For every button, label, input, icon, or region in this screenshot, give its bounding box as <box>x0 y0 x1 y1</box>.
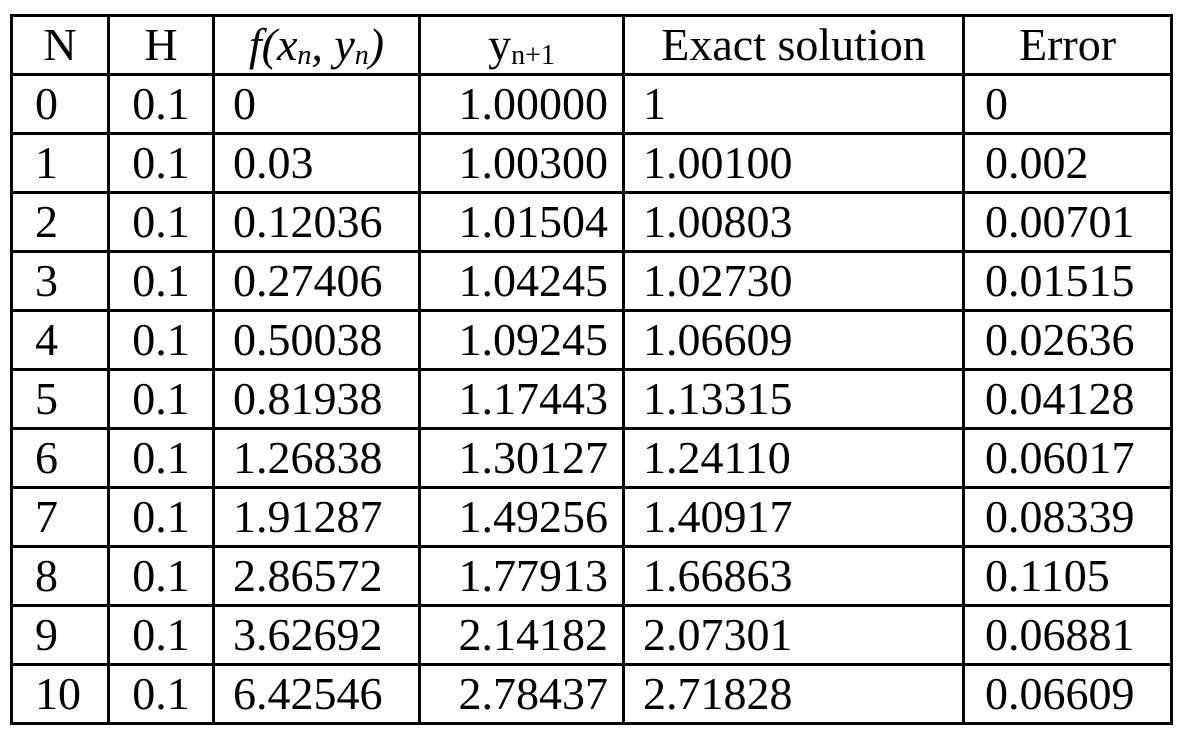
cell-error: 0.06609 <box>962 663 1173 725</box>
table-row: 9 0.1 3.62692 2.14182 2.07301 0.06881 <box>10 604 1173 666</box>
cell-error: 0.00701 <box>962 191 1173 253</box>
cell-error: 0.1105 <box>962 545 1173 607</box>
table-row: 2 0.1 0.12036 1.01504 1.00803 0.00701 <box>10 191 1173 253</box>
cell-f: 6.42546 <box>212 663 421 725</box>
cell-f: 0.12036 <box>212 191 421 253</box>
cell-error: 0.002 <box>962 132 1173 194</box>
cell-y-next: 2.14182 <box>418 604 625 666</box>
table-row: 3 0.1 0.27406 1.04245 1.02730 0.01515 <box>10 250 1173 312</box>
cell-h: 0.1 <box>107 73 215 135</box>
cell-h: 0.1 <box>107 368 215 430</box>
header-f: f(xn, yn) <box>212 14 421 76</box>
cell-exact: 1.24110 <box>622 427 965 489</box>
cell-h: 0.1 <box>107 604 215 666</box>
cell-error: 0.02636 <box>962 309 1173 371</box>
cell-n: 0 <box>10 73 110 135</box>
cell-f: 0 <box>212 73 421 135</box>
cell-y-next: 1.30127 <box>418 427 625 489</box>
cell-error: 0.04128 <box>962 368 1173 430</box>
header-h: H <box>107 14 215 76</box>
cell-exact: 2.07301 <box>622 604 965 666</box>
cell-y-next: 1.01504 <box>418 191 625 253</box>
cell-y-next: 1.09245 <box>418 309 625 371</box>
cell-error: 0.06017 <box>962 427 1173 489</box>
cell-f: 0.27406 <box>212 250 421 312</box>
header-y-next: yn+1 <box>418 14 625 76</box>
cell-exact: 1 <box>622 73 965 135</box>
table-row: 6 0.1 1.26838 1.30127 1.24110 0.06017 <box>10 427 1173 489</box>
cell-h: 0.1 <box>107 309 215 371</box>
cell-n: 2 <box>10 191 110 253</box>
cell-error: 0.08339 <box>962 486 1173 548</box>
cell-y-next: 1.17443 <box>418 368 625 430</box>
cell-n: 9 <box>10 604 110 666</box>
cell-exact: 1.06609 <box>622 309 965 371</box>
cell-n: 8 <box>10 545 110 607</box>
cell-y-next: 1.00300 <box>418 132 625 194</box>
cell-h: 0.1 <box>107 427 215 489</box>
cell-n: 3 <box>10 250 110 312</box>
cell-h: 0.1 <box>107 663 215 725</box>
cell-y-next: 1.04245 <box>418 250 625 312</box>
cell-f: 0.81938 <box>212 368 421 430</box>
euler-results-table: N H f(xn, yn) yn+1 Exact solution Error … <box>10 14 1173 725</box>
cell-error: 0.06881 <box>962 604 1173 666</box>
table-row: 0 0.1 0 1.00000 1 0 <box>10 73 1173 135</box>
cell-y-next: 1.49256 <box>418 486 625 548</box>
cell-f: 0.03 <box>212 132 421 194</box>
cell-f: 0.50038 <box>212 309 421 371</box>
cell-exact: 1.13315 <box>622 368 965 430</box>
table-row: 10 0.1 6.42546 2.78437 2.71828 0.06609 <box>10 663 1173 725</box>
cell-f: 1.91287 <box>212 486 421 548</box>
table-row: 7 0.1 1.91287 1.49256 1.40917 0.08339 <box>10 486 1173 548</box>
table-row: 5 0.1 0.81938 1.17443 1.13315 0.04128 <box>10 368 1173 430</box>
cell-y-next: 1.77913 <box>418 545 625 607</box>
cell-n: 10 <box>10 663 110 725</box>
cell-n: 5 <box>10 368 110 430</box>
cell-n: 7 <box>10 486 110 548</box>
cell-h: 0.1 <box>107 545 215 607</box>
table-row: 4 0.1 0.50038 1.09245 1.06609 0.02636 <box>10 309 1173 371</box>
cell-exact: 1.00803 <box>622 191 965 253</box>
cell-exact: 1.02730 <box>622 250 965 312</box>
cell-n: 4 <box>10 309 110 371</box>
cell-h: 0.1 <box>107 191 215 253</box>
header-error: Error <box>962 14 1173 76</box>
cell-error: 0.01515 <box>962 250 1173 312</box>
cell-exact: 2.71828 <box>622 663 965 725</box>
cell-h: 0.1 <box>107 132 215 194</box>
cell-f: 3.62692 <box>212 604 421 666</box>
header-n: N <box>10 14 110 76</box>
cell-exact: 1.40917 <box>622 486 965 548</box>
cell-exact: 1.66863 <box>622 545 965 607</box>
table-row: 1 0.1 0.03 1.00300 1.00100 0.002 <box>10 132 1173 194</box>
cell-n: 6 <box>10 427 110 489</box>
cell-f: 1.26838 <box>212 427 421 489</box>
table-row: 8 0.1 2.86572 1.77913 1.66863 0.1105 <box>10 545 1173 607</box>
cell-f: 2.86572 <box>212 545 421 607</box>
cell-exact: 1.00100 <box>622 132 965 194</box>
cell-y-next: 1.00000 <box>418 73 625 135</box>
cell-error: 0 <box>962 73 1173 135</box>
header-row: N H f(xn, yn) yn+1 Exact solution Error <box>10 14 1173 76</box>
header-exact: Exact solution <box>622 14 965 76</box>
cell-y-next: 2.78437 <box>418 663 625 725</box>
cell-n: 1 <box>10 132 110 194</box>
cell-h: 0.1 <box>107 486 215 548</box>
cell-h: 0.1 <box>107 250 215 312</box>
